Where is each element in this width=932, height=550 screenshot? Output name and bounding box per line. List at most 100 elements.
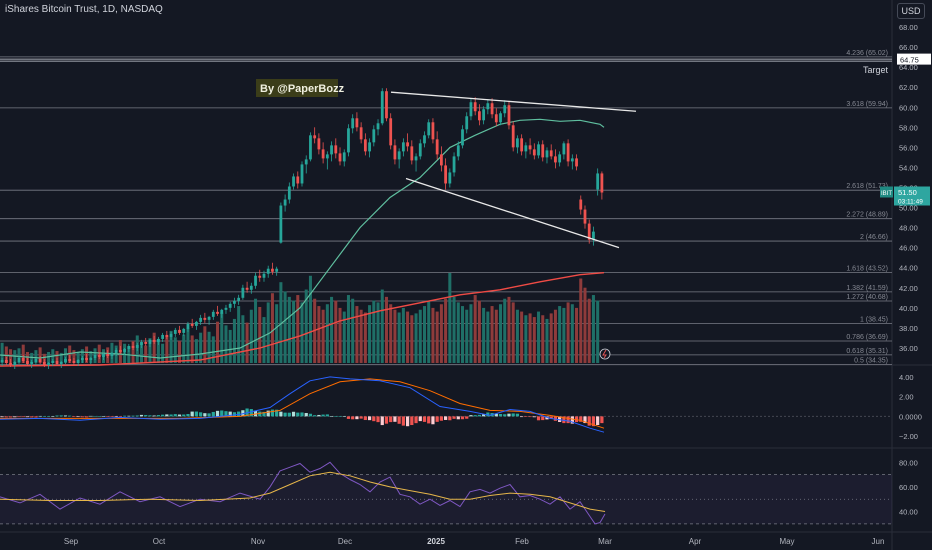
ma200-line [0, 272, 605, 367]
candle-body [47, 363, 50, 366]
volume-bar [182, 334, 186, 363]
macd-histogram-bar [460, 416, 465, 420]
macd-histogram-bar [173, 414, 177, 417]
macd-histogram-bar [55, 415, 59, 417]
macd-histogram-bar [325, 414, 329, 417]
volume-bar [406, 311, 410, 363]
candle-body [55, 360, 59, 365]
candle-body [583, 209, 587, 224]
volume-bar [55, 351, 59, 363]
price-tick: 46.00 [899, 244, 918, 253]
candle-body [406, 142, 409, 147]
candle-body [545, 150, 549, 158]
volume-bar [173, 337, 177, 363]
macd-histogram-bar [536, 416, 541, 421]
macd-histogram-bar [300, 412, 304, 417]
volume-bar [355, 306, 359, 363]
macd-histogram-bar [63, 415, 68, 417]
macd-histogram-bar [482, 414, 486, 417]
macd-histogram-bar [448, 416, 452, 421]
ticker-price: 51.50 [898, 188, 917, 197]
volume-bar [456, 302, 460, 363]
volume-bar [42, 353, 46, 363]
volume-bar [21, 344, 25, 363]
macd-histogram-bar [431, 416, 435, 425]
candle-body [439, 154, 443, 166]
candle-body [338, 153, 342, 162]
price-tick: 66.00 [899, 43, 918, 52]
volume-bar [237, 306, 241, 363]
candle-body [140, 341, 143, 345]
candle-body [182, 328, 186, 333]
candle-body [486, 103, 490, 110]
candle-body [0, 359, 4, 362]
macd-histogram-bar [169, 414, 173, 417]
macd-histogram-bar [313, 415, 317, 417]
price-tick: 50.00 [899, 204, 918, 213]
macd-tick: 4.00 [899, 373, 914, 382]
volume-bar [47, 351, 51, 363]
volume-bar [63, 348, 67, 363]
macd-histogram-bar [215, 410, 220, 417]
candle-body [503, 105, 507, 114]
volume-bar [144, 345, 148, 363]
volume-bar [401, 307, 405, 363]
candle-body [414, 156, 418, 161]
volume-bar [334, 300, 338, 363]
price-tick: 48.00 [899, 224, 918, 233]
ticker-symbol: IBIT [881, 191, 892, 197]
ticker-symbol-bg [880, 186, 893, 198]
fib-label: 1.272 (40.68) [846, 294, 888, 301]
volume-bar [34, 350, 38, 363]
candle-body [321, 149, 325, 159]
candle-body [469, 102, 473, 117]
candle-body [207, 316, 211, 320]
macd-histogram-bar [127, 415, 131, 417]
candle-body [186, 323, 190, 329]
candle-body [224, 307, 228, 310]
candle-body [80, 357, 84, 360]
currency-button[interactable]: USD [897, 3, 925, 19]
candle-body [461, 129, 464, 146]
macd-histogram-bar [182, 414, 186, 417]
candle-body [570, 158, 574, 162]
candle-body [148, 339, 152, 344]
macd-histogram-bar [224, 411, 228, 417]
price-tick: 38.00 [899, 324, 918, 333]
candle-body [161, 334, 165, 339]
macd-histogram-bar [308, 413, 313, 417]
candle-body [587, 223, 591, 240]
volume-bar [465, 309, 469, 363]
candle-body [423, 135, 426, 144]
volume-bar [194, 339, 198, 363]
macd-histogram-bar [587, 416, 591, 426]
price-tick: 42.00 [899, 284, 918, 293]
macd-histogram-bar [342, 416, 346, 417]
candle-body [85, 357, 88, 360]
candle-body [262, 273, 266, 278]
candle-body [596, 173, 600, 190]
fib-label: 0.5 (34.35) [854, 358, 888, 365]
candle-body [283, 199, 287, 206]
candle-body [97, 354, 101, 357]
candle-body [249, 285, 253, 290]
volume-bar [76, 351, 80, 363]
candle-body [123, 348, 126, 352]
macd-line [0, 376, 605, 433]
macd-histogram-bar [4, 416, 8, 418]
volume-bar [254, 298, 258, 363]
candle-body [482, 109, 486, 121]
volume-bar [228, 329, 232, 363]
macd-histogram-bar [579, 416, 583, 422]
macd-histogram-bar [596, 416, 600, 425]
macd-histogram-bar [477, 414, 482, 417]
candle-body [144, 341, 148, 344]
volume-bar [486, 311, 490, 363]
macd-histogram-bar [545, 416, 549, 420]
volume-bar [186, 328, 190, 363]
volume-bar [520, 311, 524, 363]
volume-bar [279, 282, 283, 363]
candle-body [131, 345, 135, 348]
macd-histogram-bar [456, 416, 460, 420]
